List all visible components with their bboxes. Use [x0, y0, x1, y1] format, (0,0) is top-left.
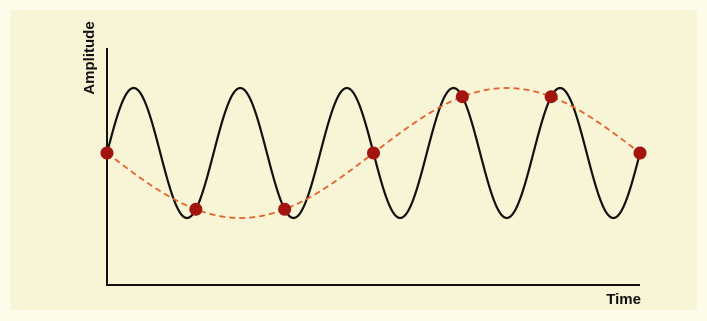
sample-point: [100, 146, 114, 160]
sample-point: [278, 202, 292, 216]
sample-points: [100, 90, 647, 216]
panel: [10, 10, 697, 310]
sample-point: [633, 146, 647, 160]
sample-point: [189, 202, 203, 216]
x-axis-label: Time: [606, 291, 641, 308]
sample-point: [367, 146, 380, 160]
sample-point: [544, 90, 558, 104]
y-axis-label: Amplitude: [81, 21, 98, 94]
sample-point: [455, 90, 469, 104]
